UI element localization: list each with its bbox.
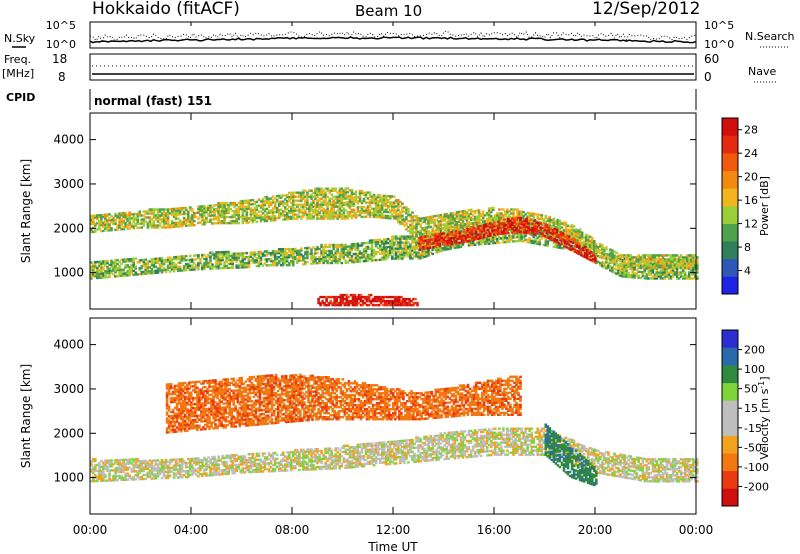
power-colorbar-tick: 24 [744, 147, 758, 160]
freq-label: Freq. [4, 53, 31, 66]
power-colorbar-cell [722, 188, 738, 207]
x-tick-label: 08:00 [275, 523, 310, 537]
power-ylabel: Slant Range [km] [19, 159, 33, 263]
velocity-ytick-label: 1000 [53, 471, 84, 485]
nave-tick-low: 0 [704, 70, 712, 84]
power-colorbar-tick: 12 [744, 218, 758, 231]
velocity-colorbar-cell [722, 382, 738, 401]
power-panel: 1000 2000 3000 4000 Slant Range [km] [19, 112, 699, 310]
x-tick-label: 04:00 [174, 523, 209, 537]
freq-tick-low: 8 [58, 70, 66, 84]
power-echo-band [317, 293, 419, 307]
nave-label: Nave [748, 65, 776, 78]
freq-tick-high: 18 [52, 52, 67, 66]
power-echo-band [418, 216, 597, 264]
x-tick-label: 00:00 [679, 523, 714, 537]
velocity-colorbar-cell [722, 418, 738, 436]
x-axis-label: Time UT [367, 540, 418, 554]
velocity-colorbar-tick: -200 [744, 480, 769, 493]
noise-tick-low-right: 10^0 [704, 38, 734, 51]
power-colorbar-cell [722, 206, 738, 224]
freq-unit-label: [MHz] [2, 67, 34, 80]
velocity-colorbar-cell [722, 330, 738, 348]
velocity-colorbar-cell [722, 400, 738, 419]
power-ytick-label: 3000 [53, 177, 84, 191]
power-colorbar-tick: 28 [744, 124, 758, 137]
power-colorbar-tick: 20 [744, 171, 758, 184]
velocity-ylabel: Slant Range [km] [19, 364, 33, 468]
noise-tick-high-right: 10^5 [704, 19, 734, 32]
nave-tick-high: 60 [704, 52, 719, 66]
cpid-panel: CPID normal (fast) 151 [6, 89, 697, 110]
power-colorbar-cell [722, 223, 738, 242]
velocity-colorbar-cell [722, 488, 738, 507]
nsearch-line [89, 30, 697, 42]
velocity-colorbar-tick: -100 [744, 461, 769, 474]
velocity-colorbar-tick: 100 [744, 363, 765, 376]
velocity-ytick-label: 4000 [53, 338, 84, 352]
velocity-ytick-label: 2000 [53, 426, 84, 440]
power-ytick-label: 2000 [53, 221, 84, 235]
velocity-echo-band [165, 373, 522, 434]
station-title: Hokkaido (fitACF) [92, 0, 240, 19]
power-colorbar-tick: 8 [744, 241, 751, 254]
beam-title: Beam 10 [355, 2, 422, 20]
power-colorbar-cell [722, 258, 738, 277]
nsky-label: N.Sky [4, 32, 36, 45]
noise-tick-low: 10^0 [46, 38, 76, 51]
power-colorbar-cell [722, 276, 738, 295]
velocity-echo-band [90, 427, 699, 483]
velocity-colorbar-cell [722, 453, 738, 472]
cpid-label: CPID [6, 91, 35, 104]
power-ytick-label: 4000 [53, 133, 84, 147]
velocity-colorbar-tick: -15 [744, 422, 762, 435]
velocity-colorbar-label: Velocity [m s-1] [757, 376, 771, 459]
power-colorbar: 4 8 12 16 20 24 28 Power [dB] [721, 117, 771, 295]
velocity-colorbar: 200 100 50 15 -15 -50 -100 -200 Velocity [m s-1… [721, 329, 771, 507]
power-colorbar-cell [722, 241, 738, 260]
power-colorbar-cell [722, 135, 738, 154]
power-ytick-label: 1000 [53, 266, 84, 280]
velocity-colorbar-tick: 15 [744, 402, 758, 415]
power-colorbar-cell [722, 118, 738, 136]
x-tick-label: 12:00 [376, 523, 411, 537]
x-tick-label: 16:00 [477, 523, 512, 537]
x-tick-label: 20:00 [578, 523, 613, 537]
velocity-colorbar-tick: -50 [744, 441, 762, 454]
velocity-colorbar-tick: 50 [744, 383, 758, 396]
velocity-colorbar-tick: 200 [744, 344, 765, 357]
noise-tick-high: 10^5 [46, 19, 76, 32]
x-tick-label: 00:00 [73, 523, 108, 537]
power-colorbar-tick: 16 [744, 194, 758, 207]
velocity-echo-band [544, 423, 598, 487]
velocity-colorbar-cell [722, 365, 738, 384]
velocity-panel: 1000 2000 3000 4000 Slant Range [km] [19, 317, 699, 515]
nsky-line [89, 36, 697, 44]
power-colorbar-cell [722, 153, 738, 172]
date-title: 12/Sep/2012 [592, 0, 700, 19]
velocity-colorbar-cell [722, 435, 738, 454]
velocity-colorbar-cell [722, 347, 738, 366]
power-colorbar-cell [722, 170, 738, 189]
velocity-colorbar-cell [722, 470, 738, 489]
freq-panel: Freq. [MHz] 18 8 60 0 Nave [2, 52, 776, 84]
velocity-ytick-label: 3000 [53, 382, 84, 396]
nsearch-label: N.Search [745, 30, 795, 43]
power-colorbar-label: Power [dB] [758, 176, 771, 236]
cpid-value: normal (fast) 151 [94, 94, 212, 108]
power-colorbar-tick: 4 [744, 265, 751, 278]
noise-panel: 10^5 10^0 10^5 10^0 N.Sky N.Search [4, 19, 795, 51]
